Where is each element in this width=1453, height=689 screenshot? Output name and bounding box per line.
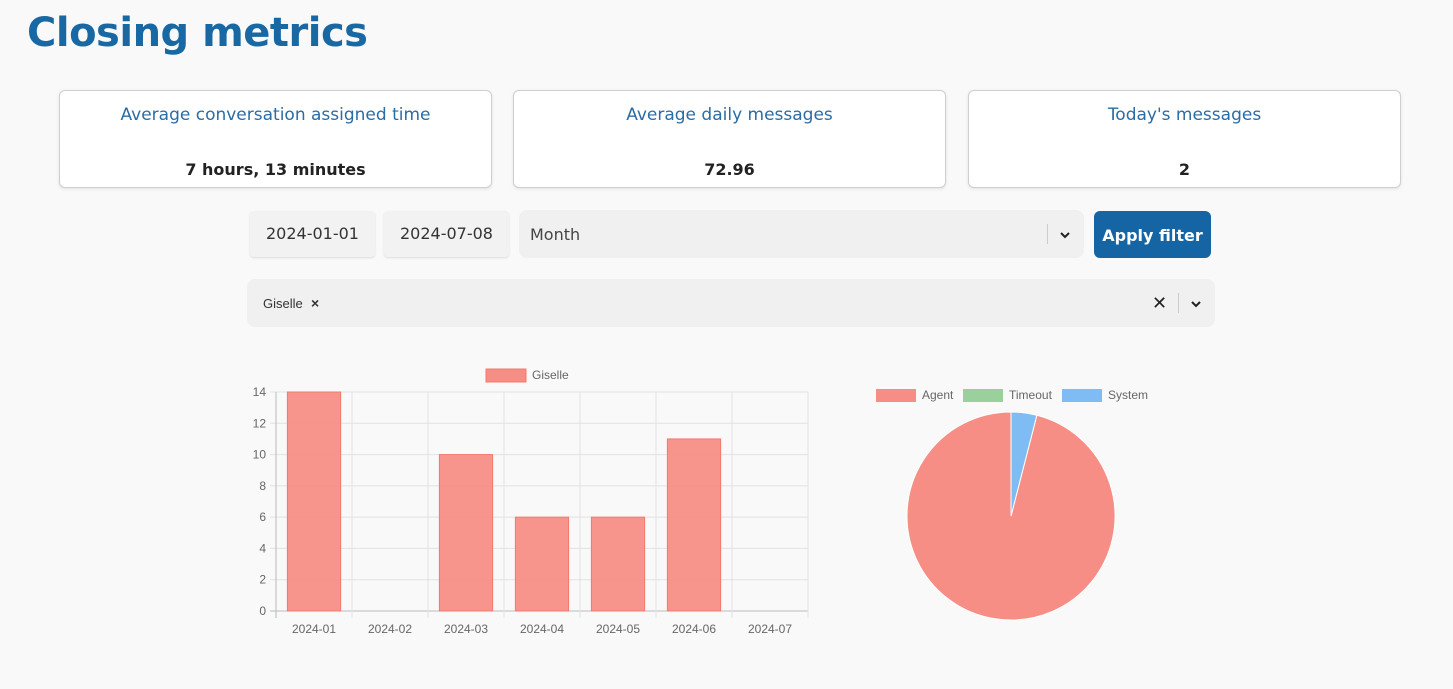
legend-swatch xyxy=(876,389,916,402)
bar xyxy=(514,516,570,612)
period-select-value: Month xyxy=(530,225,581,244)
clear-selection-icon[interactable]: ✕ xyxy=(1152,293,1168,313)
chevron-down-icon[interactable] xyxy=(1060,230,1070,240)
legend-swatch xyxy=(485,368,527,383)
page-title: Closing metrics xyxy=(27,10,368,56)
y-tick-label: 2 xyxy=(259,573,266,587)
start-date-input[interactable]: 2024-01-01 xyxy=(250,211,375,257)
metric-card-title: Average daily messages xyxy=(626,105,833,125)
bar xyxy=(666,438,722,612)
metric-card-title: Average conversation assigned time xyxy=(120,105,431,125)
agent-tag-label: Giselle xyxy=(263,296,303,311)
chevron-down-icon[interactable] xyxy=(1191,299,1201,309)
metric-card-assigned-time: Average conversation assigned time 7 hou… xyxy=(59,90,492,188)
metric-card-daily-messages: Average daily messages 72.96 xyxy=(513,90,946,188)
metric-card-todays-messages: Today's messages 2 xyxy=(968,90,1401,188)
agent-tag-remove-icon[interactable]: × xyxy=(311,295,320,311)
legend-label: Timeout xyxy=(1009,388,1053,402)
x-tick-label: 2024-05 xyxy=(596,622,640,636)
y-tick-label: 10 xyxy=(253,448,267,462)
legend-label: Agent xyxy=(922,388,954,402)
y-tick-label: 14 xyxy=(253,385,267,399)
x-tick-label: 2024-06 xyxy=(672,622,716,636)
x-tick-label: 2024-01 xyxy=(292,622,336,636)
pie-slice-agent xyxy=(906,411,1116,621)
bar-chart: Giselle 0 2 4 6 8 10 12 14 2024-01 2024-02 2024-03 2… xyxy=(253,368,809,636)
legend-label: Giselle xyxy=(532,368,569,382)
metric-card-value: 72.96 xyxy=(704,160,755,179)
x-tick-label: 2024-02 xyxy=(368,622,412,636)
x-tick-label: 2024-07 xyxy=(748,622,792,636)
apply-filter-button[interactable]: Apply filter xyxy=(1094,211,1211,258)
agent-multiselect[interactable]: Giselle × ✕ xyxy=(247,279,1215,327)
y-tick-label: 4 xyxy=(259,541,266,555)
legend-swatch xyxy=(1062,389,1102,402)
legend-label: System xyxy=(1108,388,1148,402)
select-separator xyxy=(1178,293,1179,313)
bar xyxy=(286,391,342,612)
period-select[interactable]: Month xyxy=(519,210,1084,258)
legend-swatch xyxy=(963,389,1003,402)
metric-card-title: Today's messages xyxy=(1107,105,1262,125)
metric-card-value: 2 xyxy=(1178,160,1191,179)
y-tick-label: 6 xyxy=(259,510,266,524)
y-tick-label: 0 xyxy=(259,604,266,618)
pie-chart: Agent Timeout System xyxy=(876,388,1148,621)
bar xyxy=(590,516,646,612)
bar xyxy=(438,454,494,612)
pie-slice-system xyxy=(1010,411,1038,517)
x-tick-label: 2024-04 xyxy=(520,622,564,636)
y-tick-label: 8 xyxy=(259,479,266,493)
metric-card-value: 7 hours, 13 minutes xyxy=(185,160,366,179)
select-separator xyxy=(1047,224,1048,244)
x-tick-label: 2024-03 xyxy=(444,622,488,636)
y-tick-label: 12 xyxy=(253,416,267,430)
end-date-input[interactable]: 2024-07-08 xyxy=(384,211,509,257)
